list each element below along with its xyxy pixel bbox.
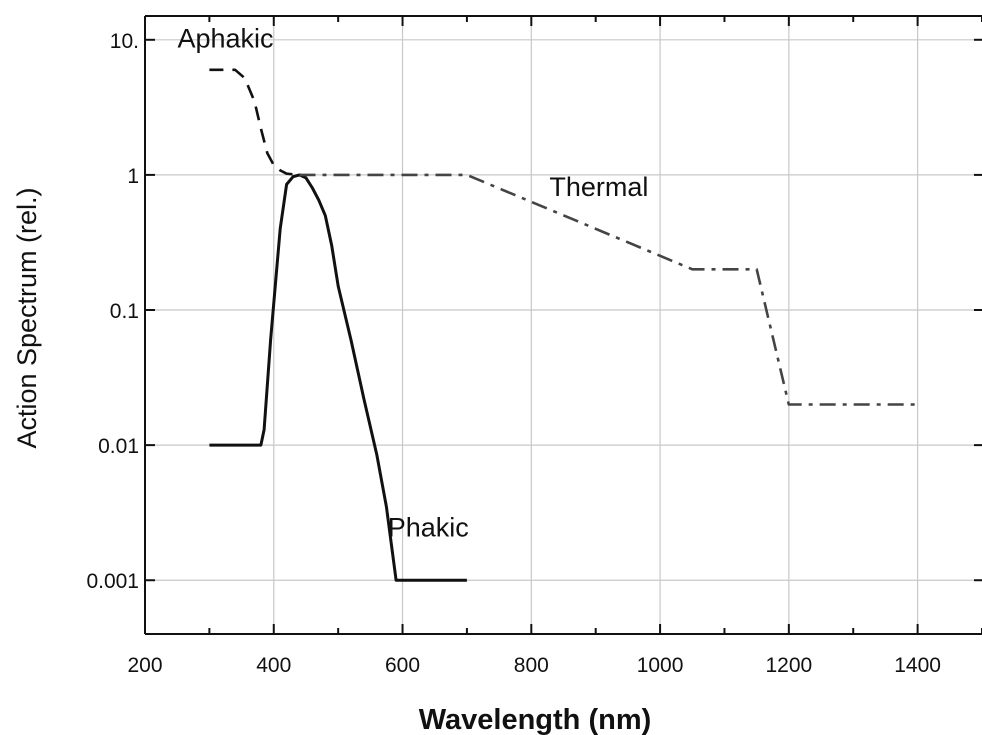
axis-ticks [144, 16, 982, 634]
x-axis-title: Wavelength (nm) [419, 704, 652, 735]
y-axis-title: Action Spectrum (rel.) [12, 187, 42, 448]
series-line-phakic [209, 173, 467, 582]
series-label-phakic: Phakic [388, 513, 469, 543]
y-tick-label-0.1: 0.1 [110, 300, 139, 323]
grid [145, 16, 982, 634]
x-tick-label-600: 600 [385, 654, 420, 677]
series-lines [209, 68, 918, 582]
y-tick-label-10: 10. [110, 30, 139, 53]
series-label-aphakic: Aphakic [177, 23, 273, 53]
plot-frame [144, 15, 982, 635]
series-line-aphakic [209, 68, 300, 177]
x-tick-label-1200: 1200 [765, 654, 812, 677]
series-line-thermal [299, 173, 918, 406]
y-tick-label-0.01: 0.01 [98, 435, 139, 458]
y-tick-label-0.001: 0.001 [86, 570, 139, 593]
x-tick-label-1400: 1400 [894, 654, 941, 677]
x-tick-label-800: 800 [514, 654, 549, 677]
x-tick-label-1000: 1000 [637, 654, 684, 677]
y-tick-label-1: 1 [127, 165, 139, 188]
series-label-thermal: Thermal [549, 172, 648, 202]
x-tick-label-400: 400 [256, 654, 291, 677]
series-labels: Phakic Aphakic Thermal [177, 23, 648, 542]
tick-labels: 200 400 600 800 1000 1200 1400 0.001 0.01 0.1 1 10. [86, 30, 941, 677]
x-tick-label-200: 200 [127, 654, 162, 677]
